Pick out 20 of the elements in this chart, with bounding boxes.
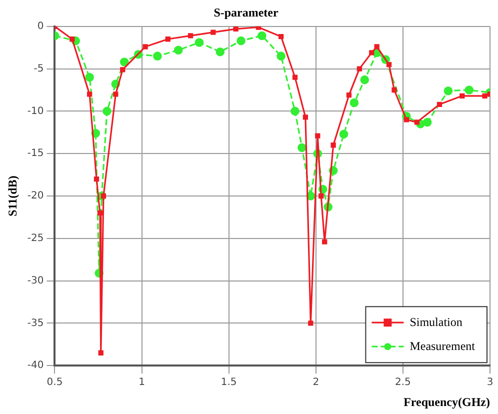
x-tick-label: 3 [486,377,494,388]
x-tick-label: 1 [138,377,145,388]
y-axis-title: S11(dB) [5,176,20,216]
x-axis-title: Frequency(GHz) [404,394,490,409]
y-tick-label: -5 [34,63,44,74]
x-tick-label: 2.5 [394,377,411,388]
x-tick-label: 0.5 [46,377,63,388]
chart-title: S-parameter [214,5,279,20]
y-tick-label: -35 [27,318,44,329]
y-tick-label: -40 [27,360,44,372]
y-tick-label: -10 [27,106,44,117]
x-tick-label: 1.5 [220,377,237,388]
y-tick-label: -25 [27,232,44,244]
y-tick-label: -20 [27,190,44,202]
y-tick-label: -30 [27,275,44,286]
legend-label: Measurement [410,338,476,353]
y-tick-label: -15 [27,148,44,160]
legend-label: Simulation [410,314,462,329]
y-tick-label: 0 [37,20,44,32]
x-tick-label: 2 [312,377,320,388]
